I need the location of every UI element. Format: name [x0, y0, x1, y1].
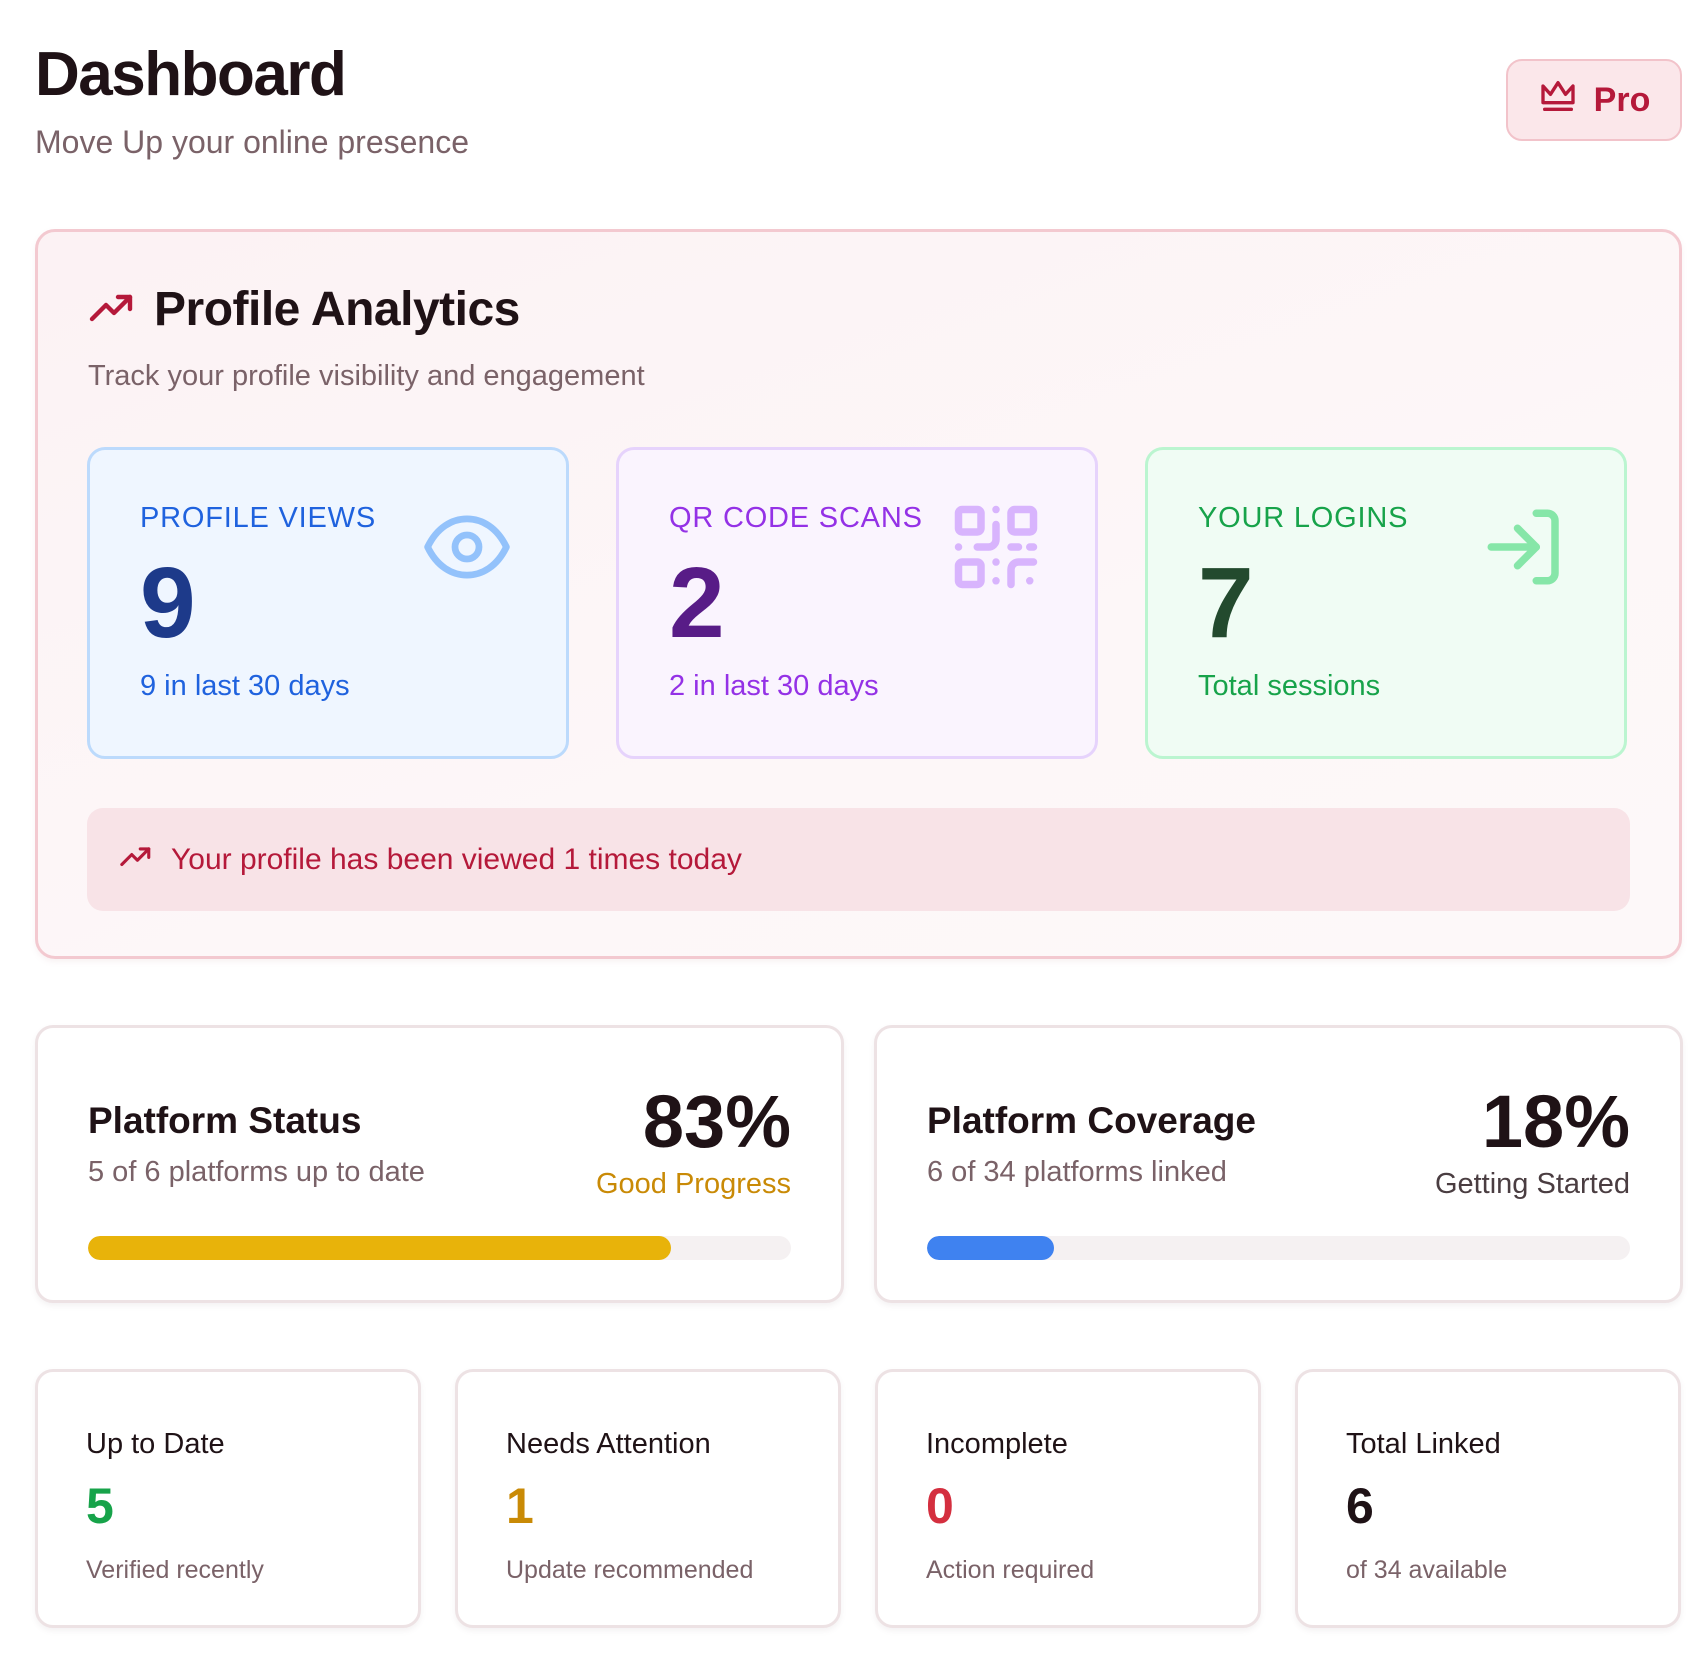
qr-code-icon — [951, 502, 1041, 592]
eye-icon — [422, 502, 512, 592]
platform-status-label: Good Progress — [595, 1168, 791, 1200]
summary-value: 6 — [1346, 1478, 1374, 1534]
platform-status-subtitle: 5 of 6 platforms up to date — [88, 1156, 425, 1188]
analytics-title: Profile Analytics — [154, 283, 520, 336]
platform-coverage-progress — [927, 1236, 1630, 1260]
banner-text: Your profile has been viewed 1 times tod… — [171, 842, 742, 876]
platform-coverage-card[interactable]: Platform Coverage 6 of 34 platforms link… — [874, 1025, 1683, 1303]
incomplete-card[interactable]: Incomplete 0 Action required — [875, 1369, 1261, 1628]
stat-label: PROFILE VIEWS — [140, 502, 376, 534]
stat-value: 9 — [140, 547, 196, 659]
analytics-title-row: Profile Analytics — [88, 282, 520, 337]
profile-analytics-card: Profile Analytics Track your profile vis… — [35, 229, 1682, 959]
platform-coverage-percent: 18% — [1481, 1080, 1630, 1163]
summary-title: Total Linked — [1346, 1428, 1501, 1460]
stat-caption: 9 in last 30 days — [140, 670, 350, 702]
stat-label: QR CODE SCANS — [669, 502, 923, 534]
summary-caption: of 34 available — [1346, 1556, 1508, 1584]
trending-up-icon — [88, 283, 136, 336]
qr-code-scans-card[interactable]: QR CODE SCANS 2 2 in last 30 days — [616, 447, 1098, 759]
summary-value: 1 — [506, 1478, 534, 1534]
platform-coverage-progress-fill — [927, 1236, 1054, 1260]
page-title: Dashboard — [35, 40, 347, 109]
total-linked-card[interactable]: Total Linked 6 of 34 available — [1295, 1369, 1681, 1628]
crown-icon — [1538, 76, 1578, 125]
needs-attention-card[interactable]: Needs Attention 1 Update recommended — [455, 1369, 841, 1628]
pro-button[interactable]: Pro — [1506, 59, 1682, 141]
summary-value: 5 — [86, 1478, 114, 1534]
analytics-subtitle: Track your profile visibility and engage… — [88, 360, 645, 392]
trending-up-icon — [119, 839, 153, 881]
platform-coverage-title: Platform Coverage — [927, 1100, 1256, 1141]
stat-caption: 2 in last 30 days — [669, 670, 879, 702]
page-subtitle: Move Up your online presence — [35, 124, 470, 160]
platform-status-card[interactable]: Platform Status 5 of 6 platforms up to d… — [35, 1025, 844, 1303]
platform-status-percent: 83% — [642, 1080, 791, 1163]
summary-title: Up to Date — [86, 1428, 225, 1460]
summary-caption: Verified recently — [86, 1556, 264, 1584]
summary-title: Needs Attention — [506, 1428, 711, 1460]
views-today-banner: Your profile has been viewed 1 times tod… — [87, 808, 1630, 911]
your-logins-card[interactable]: YOUR LOGINS 7 Total sessions — [1145, 447, 1627, 759]
stat-value: 2 — [669, 547, 725, 659]
profile-views-card[interactable]: PROFILE VIEWS 9 9 in last 30 days — [87, 447, 569, 759]
summary-caption: Action required — [926, 1556, 1095, 1584]
stat-value: 7 — [1198, 547, 1254, 659]
summary-caption: Update recommended — [506, 1556, 754, 1584]
platform-coverage-subtitle: 6 of 34 platforms linked — [927, 1156, 1227, 1188]
platform-status-progress-fill — [88, 1236, 672, 1260]
platform-coverage-label: Getting Started — [1434, 1168, 1630, 1200]
summary-value: 0 — [926, 1478, 954, 1534]
pro-button-label: Pro — [1593, 80, 1651, 119]
stat-caption: Total sessions — [1198, 670, 1381, 702]
summary-title: Incomplete — [926, 1428, 1068, 1460]
login-icon — [1480, 502, 1570, 592]
up-to-date-card[interactable]: Up to Date 5 Verified recently — [35, 1369, 421, 1628]
platform-status-title: Platform Status — [88, 1100, 362, 1141]
platform-status-progress — [88, 1236, 791, 1260]
page-header: Dashboard Move Up your online presence — [35, 38, 469, 162]
stat-label: YOUR LOGINS — [1198, 502, 1409, 534]
